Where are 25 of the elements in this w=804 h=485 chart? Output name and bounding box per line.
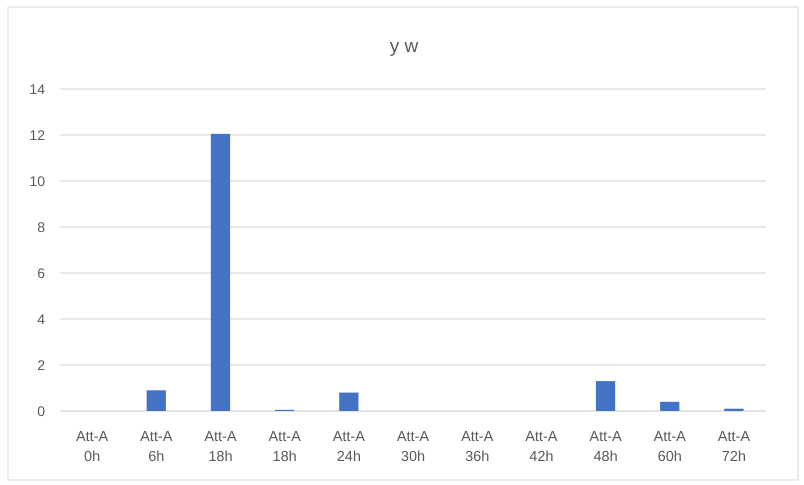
x-tick-label: Att-A 6h — [140, 429, 173, 465]
y-tick-label: 10 — [29, 172, 46, 189]
y-tick-label: 4 — [37, 310, 46, 327]
chart-title: y w — [390, 36, 419, 57]
y-tick-label: 8 — [37, 218, 46, 235]
y-tick-label: 14 — [29, 80, 46, 97]
bar — [146, 390, 166, 411]
y-tick-label: 12 — [29, 126, 46, 143]
y-tick-label: 0 — [37, 402, 46, 419]
x-tick-label: Att-A 30h — [396, 429, 430, 465]
x-tick-label: Att-A 0h — [76, 429, 109, 465]
bar — [660, 402, 680, 411]
x-tick-label: Att-A 18h — [268, 429, 302, 465]
x-tick-label: Att-A 18h — [204, 429, 237, 465]
bar — [596, 381, 616, 411]
x-tick-label: Att-A 60h — [654, 429, 686, 465]
x-tick-label: Att-A 48h — [589, 429, 622, 465]
bar — [210, 134, 230, 411]
x-tick-label: Att-A 72h — [718, 429, 750, 465]
y-tick-label: 6 — [37, 264, 46, 281]
bar — [339, 392, 358, 411]
x-tick-label: Att-A 36h — [461, 429, 494, 465]
x-tick-label: Att-A 42h — [525, 429, 558, 465]
y-tick-label: 2 — [37, 356, 46, 373]
x-tick-label: Att-A 24h — [332, 429, 366, 465]
